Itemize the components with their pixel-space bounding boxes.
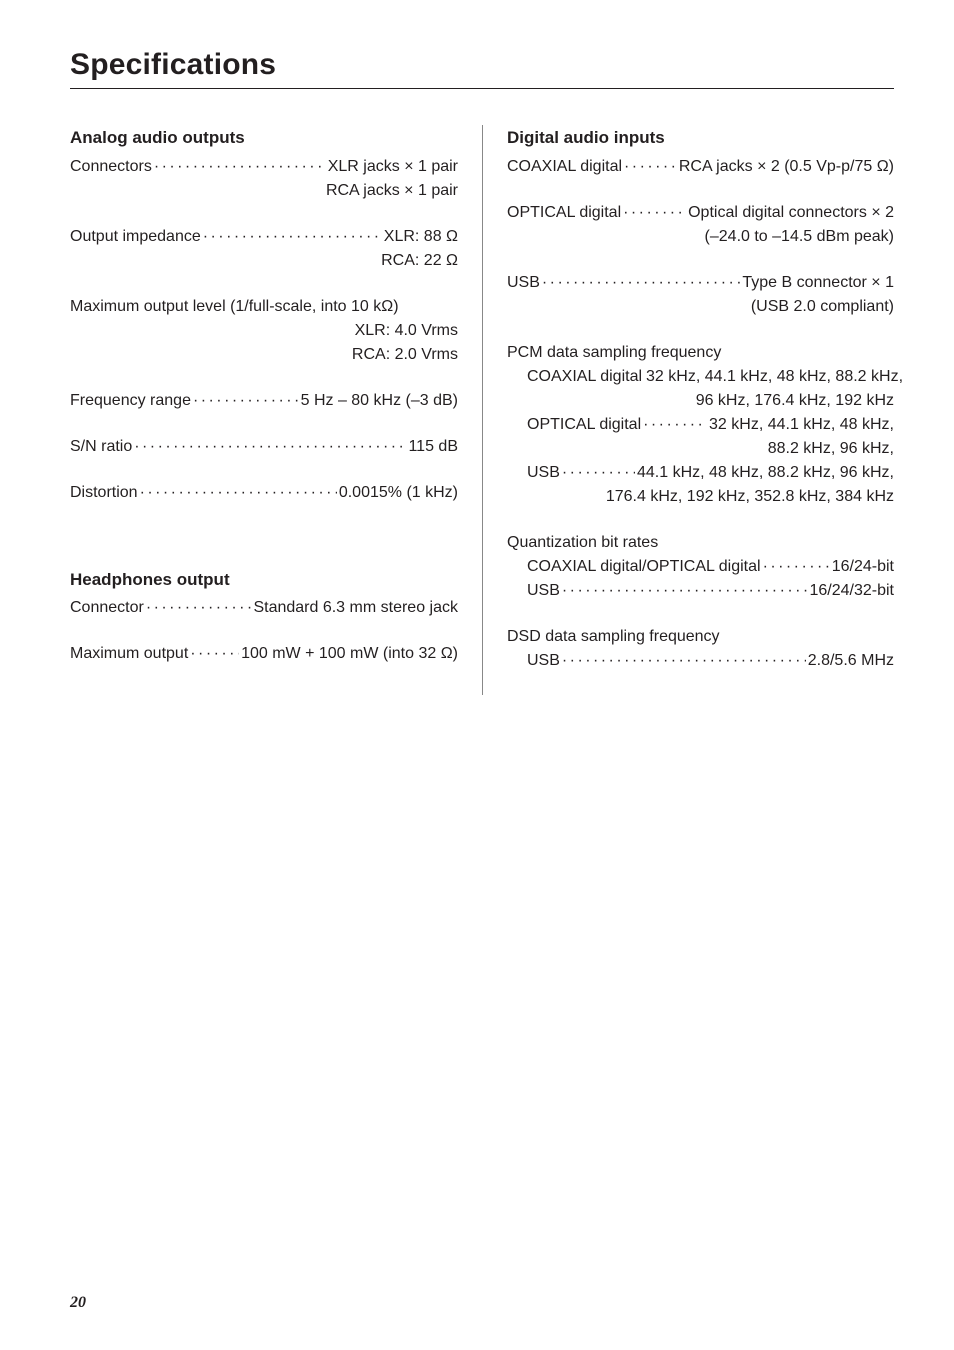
- page-number: 20: [70, 1294, 86, 1312]
- spec-value: 5 Hz – 80 kHz (–3 dB): [301, 389, 458, 413]
- spec-value: 32 kHz, 44.1 kHz, 48 kHz,: [709, 413, 894, 437]
- leader-dots: [624, 155, 677, 171]
- spec-label: Connectors: [70, 155, 152, 179]
- leader-dots: [193, 389, 299, 405]
- spec-value: 16/24-bit: [832, 555, 894, 579]
- digital-optical: OPTICAL digital Optical digital connecto…: [507, 201, 894, 249]
- spec-label: S/N ratio: [70, 435, 132, 459]
- quantization: Quantization bit rates COAXIAL digital/O…: [507, 531, 894, 603]
- spec-value: 16/24/32-bit: [809, 579, 894, 603]
- page-title: Specifications: [70, 48, 894, 82]
- spec-label: OPTICAL digital: [507, 201, 621, 225]
- left-column: Analog audio outputs Connectors XLR jack…: [70, 125, 482, 695]
- spec-value: 115 dB: [408, 435, 458, 459]
- leader-dots: [562, 461, 635, 477]
- spec-label: USB: [527, 461, 560, 485]
- spec-value-cont: RCA: 22 Ω: [70, 249, 458, 273]
- spec-label: Connector: [70, 596, 144, 620]
- spec-label: COAXIAL digital: [527, 365, 642, 389]
- analog-output-impedance: Output impedance XLR: 88 Ω RCA: 22 Ω: [70, 225, 458, 273]
- digital-usb: USB Type B connector × 1 (USB 2.0 compli…: [507, 271, 894, 319]
- spec-label: Output impedance: [70, 225, 201, 249]
- page: Specifications Analog audio outputs Conn…: [0, 0, 954, 1350]
- spec-label: PCM data sampling frequency: [507, 341, 894, 365]
- leader-dots: [643, 413, 707, 429]
- analog-sn-ratio: S/N ratio 115 dB: [70, 435, 458, 459]
- digital-heading: Digital audio inputs: [507, 125, 894, 151]
- headphones-connector: Connector Standard 6.3 mm stereo jack: [70, 596, 458, 620]
- leader-dots: [154, 155, 326, 171]
- analog-max-output: Maximum output level (1/full-scale, into…: [70, 295, 458, 367]
- spec-value-cont: RCA: 2.0 Vrms: [70, 343, 458, 367]
- leader-dots: [542, 271, 740, 287]
- leader-dots: [203, 225, 382, 241]
- spec-value: 32 kHz, 44.1 kHz, 48 kHz, 88.2 kHz,: [646, 365, 903, 389]
- spec-value: 44.1 kHz, 48 kHz, 88.2 kHz, 96 kHz,: [637, 461, 894, 485]
- analog-distortion: Distortion 0.0015% (1 kHz): [70, 481, 458, 505]
- spec-label: Distortion: [70, 481, 138, 505]
- title-rule: [70, 88, 894, 89]
- leader-dots: [562, 649, 806, 665]
- spec-label: Maximum output level (1/full-scale, into…: [70, 295, 458, 319]
- dsd-sampling: DSD data sampling frequency USB 2.8/5.6 …: [507, 625, 894, 673]
- spec-value: XLR jacks × 1 pair: [328, 155, 458, 179]
- analog-heading: Analog audio outputs: [70, 125, 458, 151]
- spec-value-cont: (–24.0 to –14.5 dBm peak): [507, 225, 894, 249]
- leader-dots: [623, 201, 686, 217]
- spec-value: RCA jacks × 2 (0.5 Vp-p/75 Ω): [679, 155, 894, 179]
- analog-freq-range: Frequency range 5 Hz – 80 kHz (–3 dB): [70, 389, 458, 413]
- headphones-max-output: Maximum output 100 mW + 100 mW (into 32 …: [70, 642, 458, 666]
- right-column: Digital audio inputs COAXIAL digital RCA…: [482, 125, 894, 695]
- headphones-heading: Headphones output: [70, 567, 458, 593]
- spec-value-cont: (USB 2.0 compliant): [507, 295, 894, 319]
- spec-label: Frequency range: [70, 389, 191, 413]
- spec-label: OPTICAL digital: [527, 413, 641, 437]
- spec-label: USB: [507, 271, 540, 295]
- spec-value-cont: RCA jacks × 1 pair: [70, 179, 458, 203]
- spec-label: Quantization bit rates: [507, 531, 894, 555]
- spec-value-cont: 96 kHz, 176.4 kHz, 192 kHz: [527, 389, 894, 413]
- analog-connectors: Connectors XLR jacks × 1 pair RCA jacks …: [70, 155, 458, 203]
- spec-label: Maximum output: [70, 642, 188, 666]
- spec-value: 0.0015% (1 kHz): [339, 481, 458, 505]
- columns: Analog audio outputs Connectors XLR jack…: [70, 125, 894, 695]
- spec-value: 100 mW + 100 mW (into 32 Ω): [241, 642, 458, 666]
- leader-dots: [146, 596, 252, 612]
- spec-value-cont: 176.4 kHz, 192 kHz, 352.8 kHz, 384 kHz: [527, 485, 894, 509]
- leader-dots: [190, 642, 239, 658]
- spec-value: XLR: 4.0 Vrms: [70, 319, 458, 343]
- spec-label: COAXIAL digital/OPTICAL digital: [527, 555, 761, 579]
- pcm-sampling: PCM data sampling frequency COAXIAL digi…: [507, 341, 894, 509]
- leader-dots: [562, 579, 808, 595]
- leader-dots: [134, 435, 406, 451]
- spec-value: 2.8/5.6 MHz: [808, 649, 894, 673]
- spec-value: Type B connector × 1: [742, 271, 894, 295]
- spec-label: USB: [527, 649, 560, 673]
- spec-label: DSD data sampling frequency: [507, 625, 894, 649]
- spec-value-cont: 88.2 kHz, 96 kHz,: [527, 437, 894, 461]
- leader-dots: [763, 555, 830, 571]
- spec-value: Optical digital connectors × 2: [688, 201, 894, 225]
- spec-label: COAXIAL digital: [507, 155, 622, 179]
- spec-value: Standard 6.3 mm stereo jack: [253, 596, 458, 620]
- spec-label: USB: [527, 579, 560, 603]
- digital-coaxial: COAXIAL digital RCA jacks × 2 (0.5 Vp-p/…: [507, 155, 894, 179]
- spec-value: XLR: 88 Ω: [384, 225, 458, 249]
- leader-dots: [140, 481, 337, 497]
